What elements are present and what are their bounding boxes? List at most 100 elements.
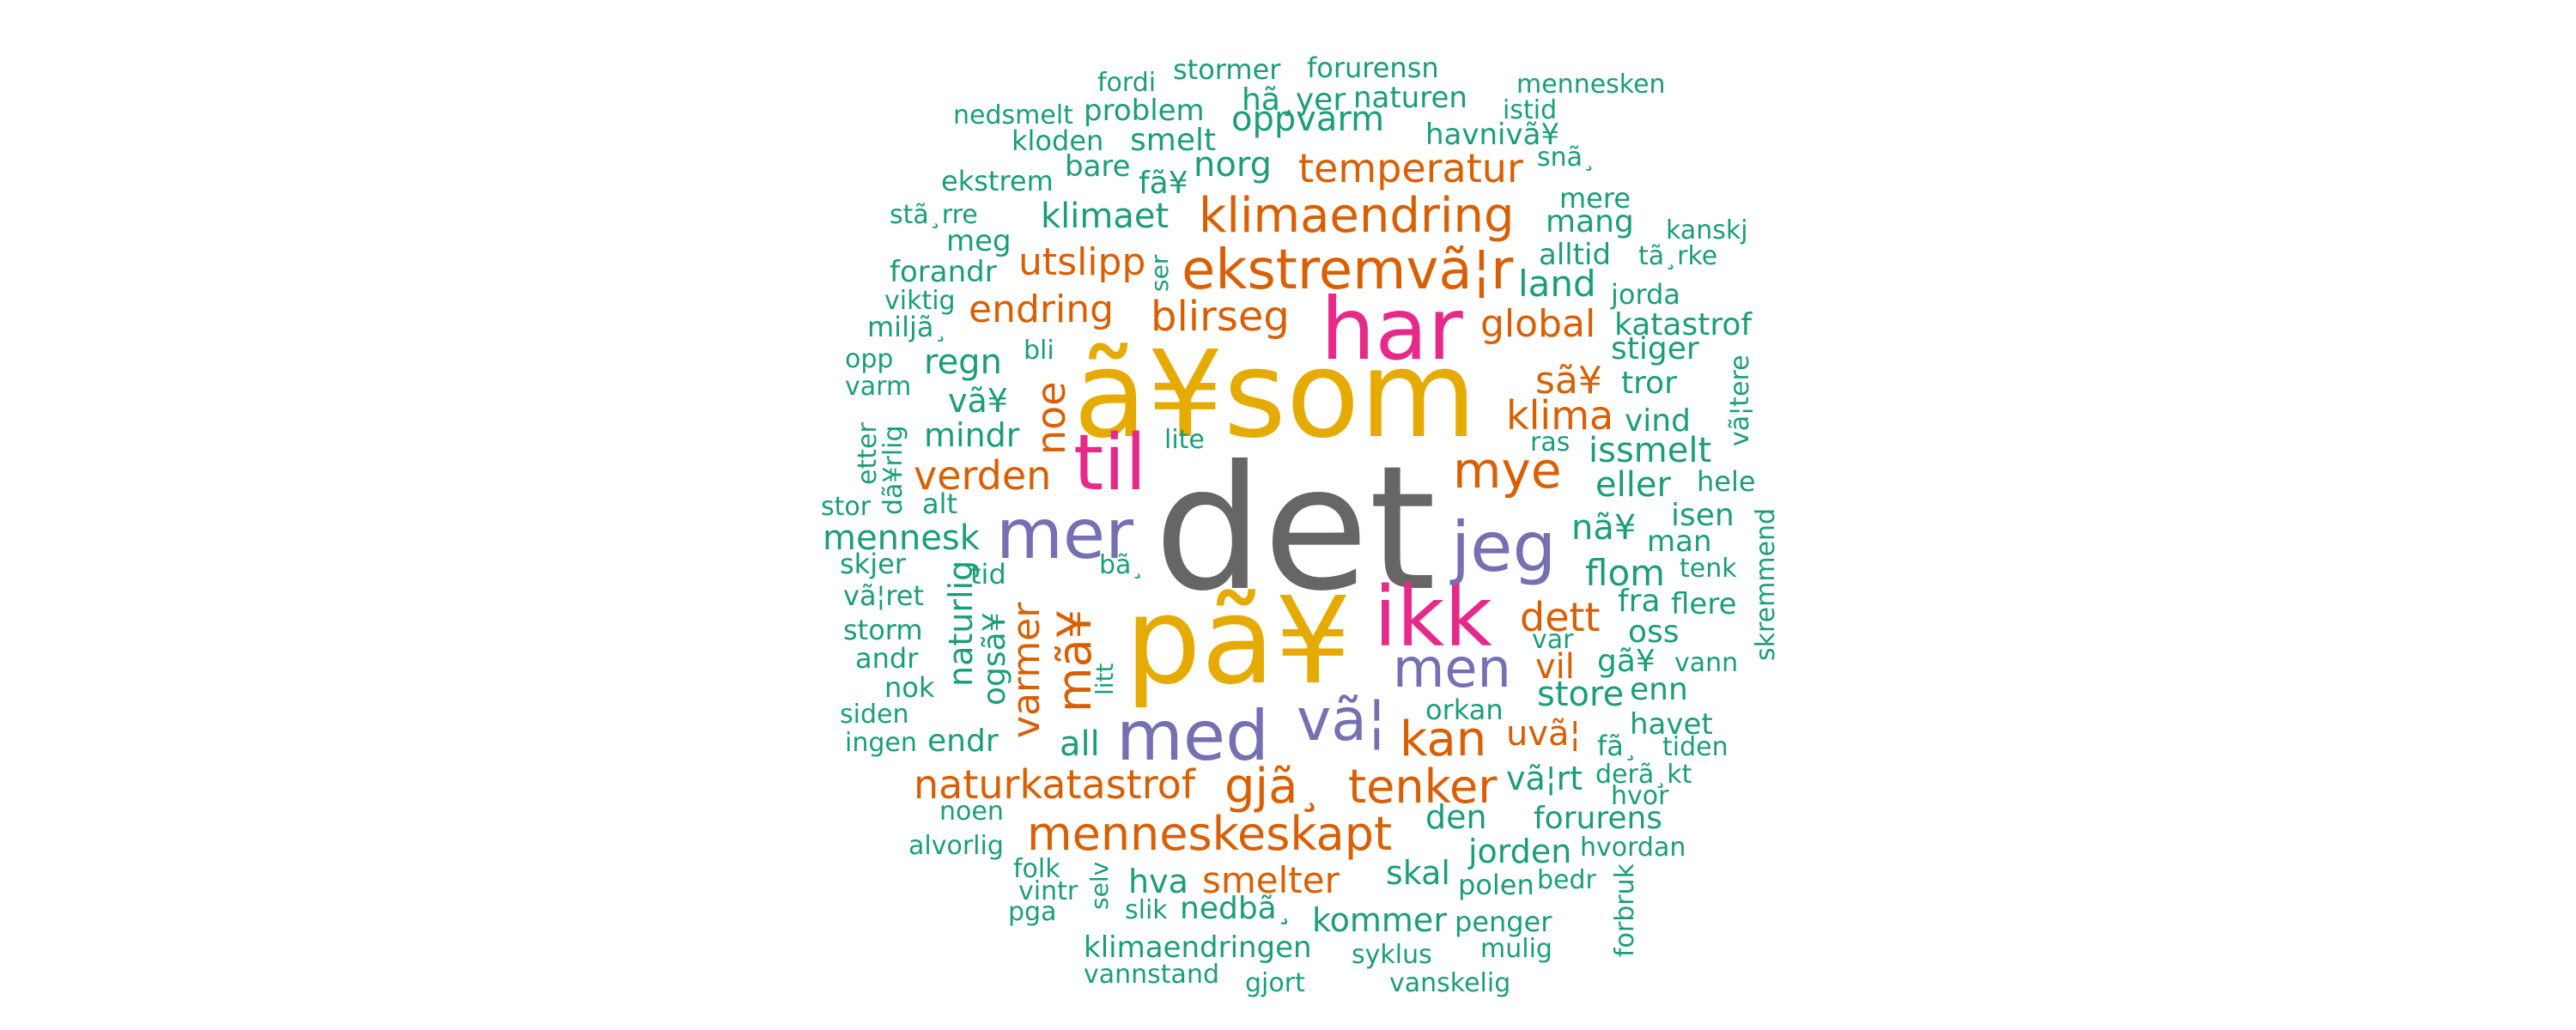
word-61: havnivã¥ [1425,118,1559,152]
word-118: folk [1013,854,1060,884]
word-70: bare [1065,149,1131,184]
word-105: vã¦rt [1506,760,1583,797]
word-46: eller [1595,465,1671,505]
word-99: havet [1630,707,1713,742]
word-74: snã¸ [1537,142,1595,173]
word-31: noe [1028,381,1074,455]
word-36: klimaet [1041,197,1169,236]
word-26: sã¥ [1535,359,1602,403]
word-16: kan [1400,712,1486,767]
word-92: fra [1618,584,1661,619]
word-19: verden [914,452,1051,499]
word-6: mer [996,494,1133,574]
word-69: ekstrem [941,165,1054,197]
word-59: smelt [1130,123,1216,158]
word-90: tenk [1680,554,1737,584]
word-7: med [1116,696,1269,776]
word-110: penger [1455,906,1552,938]
word-91: skremmend [1751,508,1781,661]
word-25: global [1480,302,1595,346]
word-82: stiger [1611,331,1699,367]
word-86: ras [1530,427,1570,457]
word-58: klimaendringen [1084,930,1312,965]
word-104: hvordan [1580,833,1686,863]
word-103: hvor [1611,781,1669,811]
word-28: dett [1520,594,1601,640]
word-145: bã¸ [1099,550,1144,580]
word-144: lite [1164,425,1205,455]
word-78: alltid [1539,238,1611,272]
word-136: opp [845,344,893,374]
word-132: stor [821,492,872,522]
word-22: utslipp [1018,240,1145,284]
word-95: var [1532,625,1574,655]
word-137: miljã¸ [867,311,947,343]
word-21: temperatur [1298,145,1523,191]
word-139: forandr [890,255,997,289]
word-134: dã¥rlig [878,425,908,515]
word-55: hva [1128,863,1188,900]
word-29: mã¥ [1048,609,1102,712]
word-127: storm [843,614,923,646]
word-112: syklus [1352,940,1432,970]
word-133: etter [853,422,883,485]
word-100: fã¸ [1597,730,1637,762]
word-121: alvorlig [908,831,1004,861]
word-117: selv [1085,862,1114,910]
word-143: ser [1145,254,1174,292]
word-79: tã¸rke [1638,241,1717,271]
word-129: skjer [840,548,907,580]
word-44: ogsã¥ [977,612,1012,706]
word-65: forurensn [1307,52,1439,84]
word-47: nã¥ [1571,508,1636,548]
word-138: viktig [884,286,956,316]
word-40: regn [924,342,1002,382]
word-87: hele [1697,465,1756,498]
word-49: all [1060,724,1100,764]
word-34: oppvarm [1231,100,1384,139]
word-126: andr [855,642,919,675]
word-128: vã¦ret [843,579,924,612]
word-54: skal [1386,854,1450,892]
word-63: hã¸yer [1242,82,1346,118]
word-80: jorda [1610,278,1680,311]
word-9: men [1393,637,1511,700]
word-107: bedr [1537,865,1597,895]
word-68: kloden [1012,124,1103,157]
word-50: endr [927,724,999,759]
word-116: slik [1125,895,1168,925]
word-106: orkan [1425,694,1504,726]
word-141: stã¸rre [890,200,978,230]
word-142: bli [1024,336,1054,366]
word-115: vannstand [1084,960,1219,990]
word-5: til [1073,418,1146,508]
word-52: forurens [1534,801,1662,836]
word-73: istid [1503,95,1557,125]
word-135: varm [845,372,911,402]
word-3: har [1321,279,1464,379]
word-108: polen [1458,869,1534,901]
word-27: smelter [1202,859,1340,901]
word-76: mang [1546,204,1634,239]
word-20: blirseg [1151,293,1290,341]
word-71: fã¥ [1139,166,1188,201]
word-45: issmelt [1589,431,1711,470]
word-42: mindr [924,416,1020,454]
word-89: man [1647,524,1712,559]
word-111: mulig [1480,934,1552,964]
word-14: gjã¸ [1224,759,1321,815]
word-93: flere [1671,587,1736,621]
word-123: ingen [845,728,917,758]
word-101: tiden [1662,732,1728,762]
word-75: mere [1559,182,1631,215]
word-24: klima [1506,392,1613,439]
word-41: vã¥ [948,382,1008,420]
word-48: store [1537,675,1624,714]
word-37: land [1518,263,1596,305]
word-62: naturen [1353,81,1467,115]
word-13: menneskeskapt [1027,807,1392,861]
word-81: katastrof [1614,307,1753,342]
word-12: klimaendring [1199,188,1515,244]
word-53: jorden [1467,833,1571,870]
